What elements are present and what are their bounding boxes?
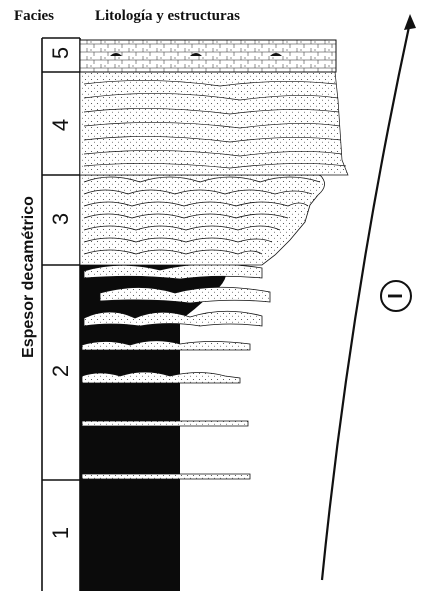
facies-5-lithology — [79, 39, 337, 73]
facies-4-lithology — [79, 71, 349, 176]
facies-2-label: 2 — [48, 364, 73, 378]
facies-1-label: 1 — [48, 526, 73, 540]
facies-header: Facies — [14, 8, 54, 24]
trend-arrow-label: I — [385, 293, 407, 299]
facies-2-lithology — [80, 262, 271, 480]
facies-1-shale — [80, 480, 180, 591]
facies-5-label: 5 — [48, 46, 73, 60]
facies-4-label: 4 — [48, 118, 73, 132]
facies-3-lithology — [79, 174, 325, 266]
facies-3-label: 3 — [48, 212, 73, 226]
lithology-header: Litología y estructuras — [95, 8, 240, 24]
trend-arrow — [320, 14, 416, 581]
